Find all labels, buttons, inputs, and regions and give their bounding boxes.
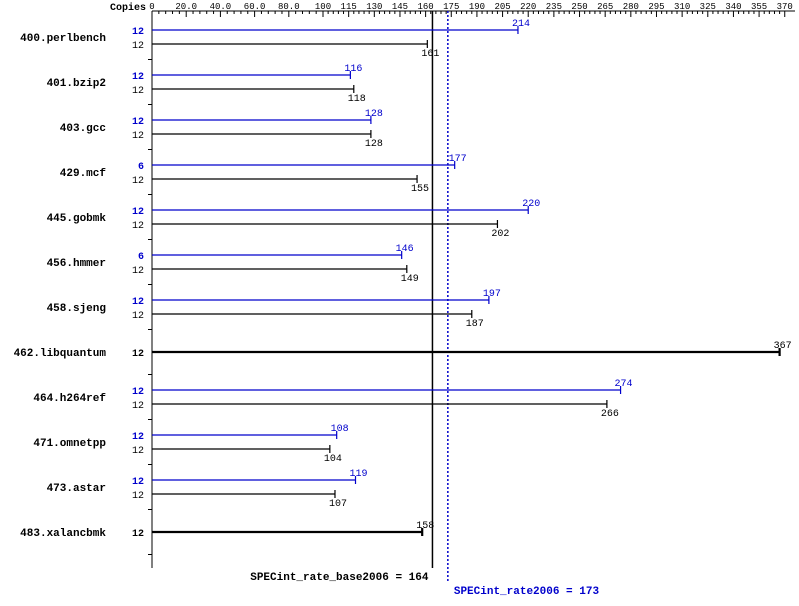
- benchmark-name: 473.astar: [47, 483, 106, 495]
- copies-header: Copies: [110, 2, 146, 14]
- base-copies: 12: [132, 401, 144, 412]
- base-value-label: 266: [601, 409, 619, 420]
- tick-label: 115: [341, 2, 357, 12]
- peak-copies: 12: [132, 27, 144, 38]
- peak-copies: 12: [132, 387, 144, 398]
- benchmark-name: 429.mcf: [60, 168, 107, 180]
- tick-label: 175: [443, 2, 459, 12]
- base-copies: 12: [132, 266, 144, 277]
- peak-value-label: 116: [344, 64, 362, 75]
- peak-summary-label: SPECint_rate2006 = 173: [454, 586, 600, 598]
- peak-copies: 12: [132, 432, 144, 443]
- base-value-label: 118: [348, 94, 366, 105]
- benchmark-name: 400.perlbench: [20, 33, 106, 45]
- tick-label: 340: [725, 2, 741, 12]
- tick-label: 235: [546, 2, 562, 12]
- base-value-label: 367: [774, 341, 792, 352]
- tick-label: 205: [494, 2, 510, 12]
- base-copies: 12: [132, 221, 144, 232]
- base-summary-label: SPECint_rate_base2006 = 164: [250, 572, 429, 584]
- peak-copies: 12: [132, 297, 144, 308]
- tick-label: 0: [149, 2, 154, 12]
- peak-value-label: 128: [365, 109, 383, 120]
- benchmark-name: 471.omnetpp: [33, 438, 106, 450]
- tick-label: 250: [571, 2, 587, 12]
- tick-label: 325: [700, 2, 716, 12]
- base-value-label: 202: [491, 229, 509, 240]
- base-value-label: 149: [401, 274, 419, 285]
- peak-value-label: 119: [349, 469, 367, 480]
- peak-copies: 12: [132, 477, 144, 488]
- benchmark-name: 401.bzip2: [47, 78, 106, 90]
- base-copies: 12: [132, 86, 144, 97]
- chart-bg: [0, 0, 799, 606]
- base-copies: 12: [132, 349, 144, 360]
- peak-copies: 12: [132, 117, 144, 128]
- peak-value-label: 108: [331, 424, 349, 435]
- benchmark-name: 464.h264ref: [33, 393, 106, 405]
- peak-value-label: 274: [615, 379, 633, 390]
- base-copies: 12: [132, 529, 144, 540]
- base-value-label: 155: [411, 184, 429, 195]
- tick-label: 100: [315, 2, 331, 12]
- peak-value-label: 214: [512, 19, 530, 30]
- tick-label: 190: [469, 2, 485, 12]
- benchmark-name: 483.xalancbmk: [20, 528, 106, 540]
- base-copies: 12: [132, 41, 144, 52]
- tick-label: 130: [366, 2, 382, 12]
- base-value-label: 161: [421, 49, 439, 60]
- benchmark-name: 403.gcc: [60, 123, 106, 135]
- tick-label: 295: [648, 2, 664, 12]
- tick-label: 40.0: [210, 2, 232, 12]
- base-copies: 12: [132, 446, 144, 457]
- base-value-label: 187: [466, 319, 484, 330]
- base-value-label: 128: [365, 139, 383, 150]
- tick-label: 220: [520, 2, 536, 12]
- spec-rate-chart: Copies0 20.0 40.0 60.0 80.0 100 115 130 145 160 17…: [0, 0, 799, 606]
- peak-copies: 6: [138, 162, 144, 173]
- benchmark-name: 462.libquantum: [14, 348, 107, 360]
- benchmark-name: 456.hmmer: [47, 258, 106, 270]
- tick-label: 280: [623, 2, 639, 12]
- peak-value-label: 220: [522, 199, 540, 210]
- tick-label: 310: [674, 2, 690, 12]
- benchmark-name: 445.gobmk: [47, 213, 107, 225]
- base-copies: 12: [132, 131, 144, 142]
- tick-label: 160: [418, 2, 434, 12]
- peak-value-label: 146: [396, 244, 414, 255]
- tick-label: 80.0: [278, 2, 300, 12]
- peak-value-label: 197: [483, 289, 501, 300]
- peak-copies: 6: [138, 252, 144, 263]
- tick-label: 370: [777, 2, 793, 12]
- base-value-label: 158: [416, 521, 434, 532]
- benchmark-name: 458.sjeng: [47, 303, 106, 315]
- tick-label: 355: [751, 2, 767, 12]
- base-copies: 12: [132, 176, 144, 187]
- base-value-label: 104: [324, 454, 342, 465]
- base-value-label: 107: [329, 499, 347, 510]
- peak-copies: 12: [132, 72, 144, 83]
- peak-value-label: 177: [449, 154, 467, 165]
- tick-label: 145: [392, 2, 408, 12]
- tick-label: 20.0: [175, 2, 197, 12]
- peak-copies: 12: [132, 207, 144, 218]
- tick-label: 60.0: [244, 2, 266, 12]
- base-copies: 12: [132, 311, 144, 322]
- base-copies: 12: [132, 491, 144, 502]
- tick-label: 265: [597, 2, 613, 12]
